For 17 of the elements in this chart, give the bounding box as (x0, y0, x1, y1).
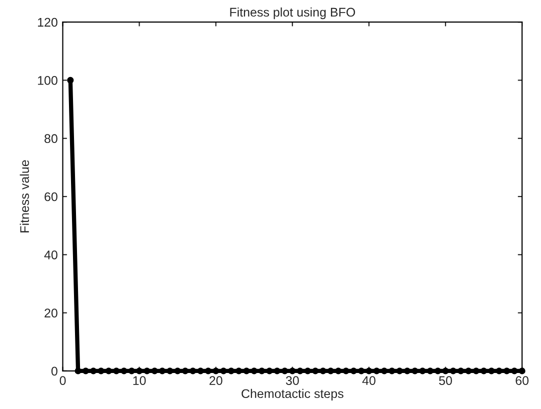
x-tick-label: 10 (133, 376, 146, 386)
x-tick-label: 50 (439, 376, 452, 386)
x-tick-label: 20 (210, 376, 222, 386)
y-tick-label: 100 (38, 76, 58, 85)
x-tick-label: 0 (60, 376, 66, 386)
y-tick-label: 60 (44, 192, 58, 202)
y-axis-title: Fitness value (20, 160, 30, 232)
x-tick-label: 30 (286, 376, 299, 386)
x-tick-label: 60 (516, 376, 529, 386)
y-tick-label: 0 (51, 366, 58, 376)
y-tick-label: 80 (44, 134, 58, 144)
y-tick-label: 20 (44, 308, 58, 318)
y-tick-label: 40 (44, 250, 58, 260)
y-tick-label: 120 (38, 18, 58, 27)
x-axis-title: Chemotactic steps (242, 388, 344, 401)
x-tick-label: 40 (362, 376, 376, 386)
chart-title: Fitness plot using BFO (230, 7, 356, 20)
